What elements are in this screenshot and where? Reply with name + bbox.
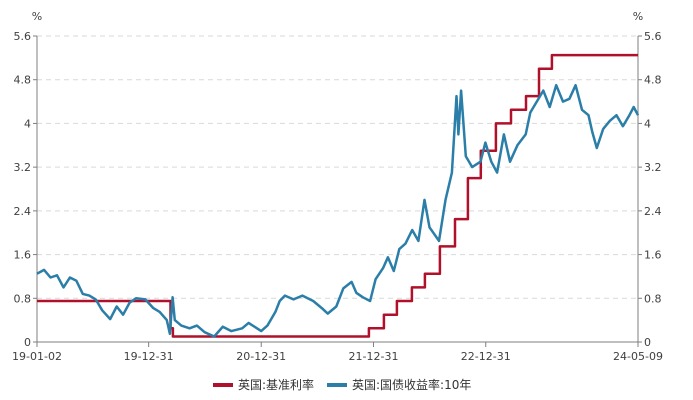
right-tick-label: 5.6 (644, 30, 662, 43)
right-tick-label: 1.6 (644, 249, 662, 262)
right-tick-label: 3.2 (644, 161, 662, 174)
left-tick-label: 0 (24, 336, 31, 349)
left-tick-label: 0.8 (14, 292, 32, 305)
left-y-axis: 0 0.8 1.6 2.4 3.2 4 4.8 5.6 (14, 30, 38, 349)
x-axis: 19-01-02 19-12-31 20-12-31 21-12-31 22-12-31… (12, 341, 663, 363)
x-tick-label: 20-12-31 (236, 350, 286, 363)
right-y-axis: 0 0.8 1.6 2.4 3.2 4 4.8 5.6 (637, 30, 662, 349)
series-line-base-rate (37, 53, 638, 338)
left-axis-unit: % (32, 10, 42, 23)
right-tick-label: 0.8 (644, 292, 662, 305)
right-tick-label: 4.8 (644, 74, 662, 87)
left-tick-label: 3.2 (14, 161, 32, 174)
right-tick-label: 4 (644, 117, 651, 130)
x-tick-label: 21-12-31 (349, 350, 399, 363)
series-line-gilt-10y (36, 83, 640, 338)
x-tick-label: 19-01-02 (12, 350, 62, 363)
right-tick-label: 0 (644, 336, 651, 349)
right-axis-unit: % (633, 10, 643, 23)
legend-label-gilt-10y: 英国:国债收益率:10年 (352, 377, 471, 392)
left-tick-label: 4 (24, 117, 31, 130)
left-tick-label: 2.4 (14, 205, 32, 218)
x-tick-label: 22-12-31 (461, 350, 511, 363)
legend: 英国:基准利率 英国:国债收益率:10年 (213, 377, 471, 392)
left-tick-label: 4.8 (14, 74, 32, 87)
left-tick-label: 5.6 (14, 30, 32, 43)
left-tick-label: 1.6 (14, 249, 32, 262)
series-layer (36, 53, 640, 338)
x-tick-label: 24-05-09 (613, 350, 663, 363)
right-tick-label: 2.4 (644, 205, 662, 218)
gridlines (37, 35, 638, 299)
legend-label-base-rate: 英国:基准利率 (238, 377, 314, 392)
x-tick-label: 19-12-31 (124, 350, 174, 363)
